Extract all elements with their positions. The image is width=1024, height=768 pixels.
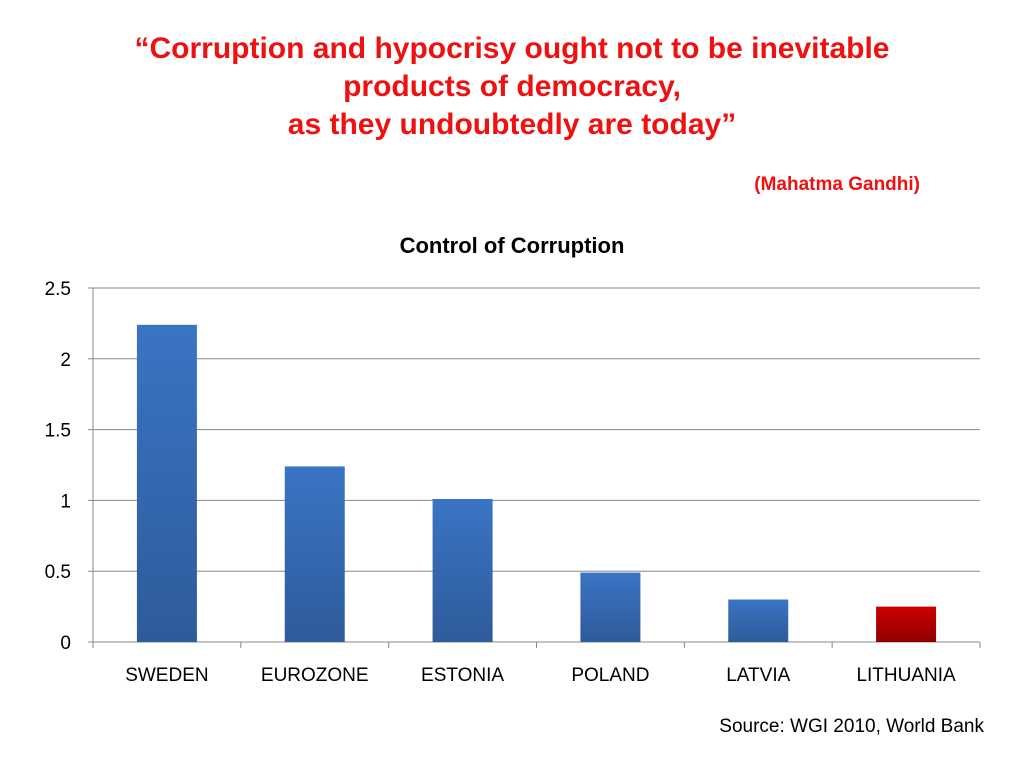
- bar-lithuania: [876, 606, 937, 642]
- quote-line-1: “Corruption and hypocrisy ought not to b…: [134, 32, 890, 65]
- quote-attribution: (Mahatma Gandhi): [754, 174, 920, 195]
- bar-poland: [580, 572, 641, 642]
- x-tick-label: EUROZONE: [261, 665, 369, 686]
- bar-latvia: [728, 599, 789, 642]
- chart-title: Control of Corruption: [400, 233, 625, 258]
- x-tick-label: ESTONIA: [421, 665, 504, 686]
- bar-sweden: [136, 324, 197, 642]
- bar-estonia: [432, 498, 493, 642]
- x-tick-label: LITHUANIA: [856, 665, 956, 686]
- y-tick-label: 0.5: [45, 562, 71, 583]
- y-tick-label: 0: [60, 633, 71, 654]
- x-tick-label: POLAND: [571, 665, 649, 686]
- x-tick-label: SWEDEN: [125, 665, 208, 686]
- source-note: Source: WGI 2010, World Bank: [719, 716, 984, 737]
- quote: “Corruption and hypocrisy ought not to b…: [0, 30, 1024, 144]
- x-tick-label: LATVIA: [726, 665, 790, 686]
- y-tick-label: 2.5: [45, 279, 71, 300]
- y-tick-label: 2: [60, 350, 71, 371]
- bar-eurozone: [284, 466, 345, 642]
- y-tick-label: 1.5: [45, 421, 71, 442]
- quote-line-2: products of democracy,: [343, 70, 681, 103]
- quote-line-3: as they undoubtedly are today”: [287, 108, 737, 141]
- y-tick-label: 1: [60, 491, 71, 512]
